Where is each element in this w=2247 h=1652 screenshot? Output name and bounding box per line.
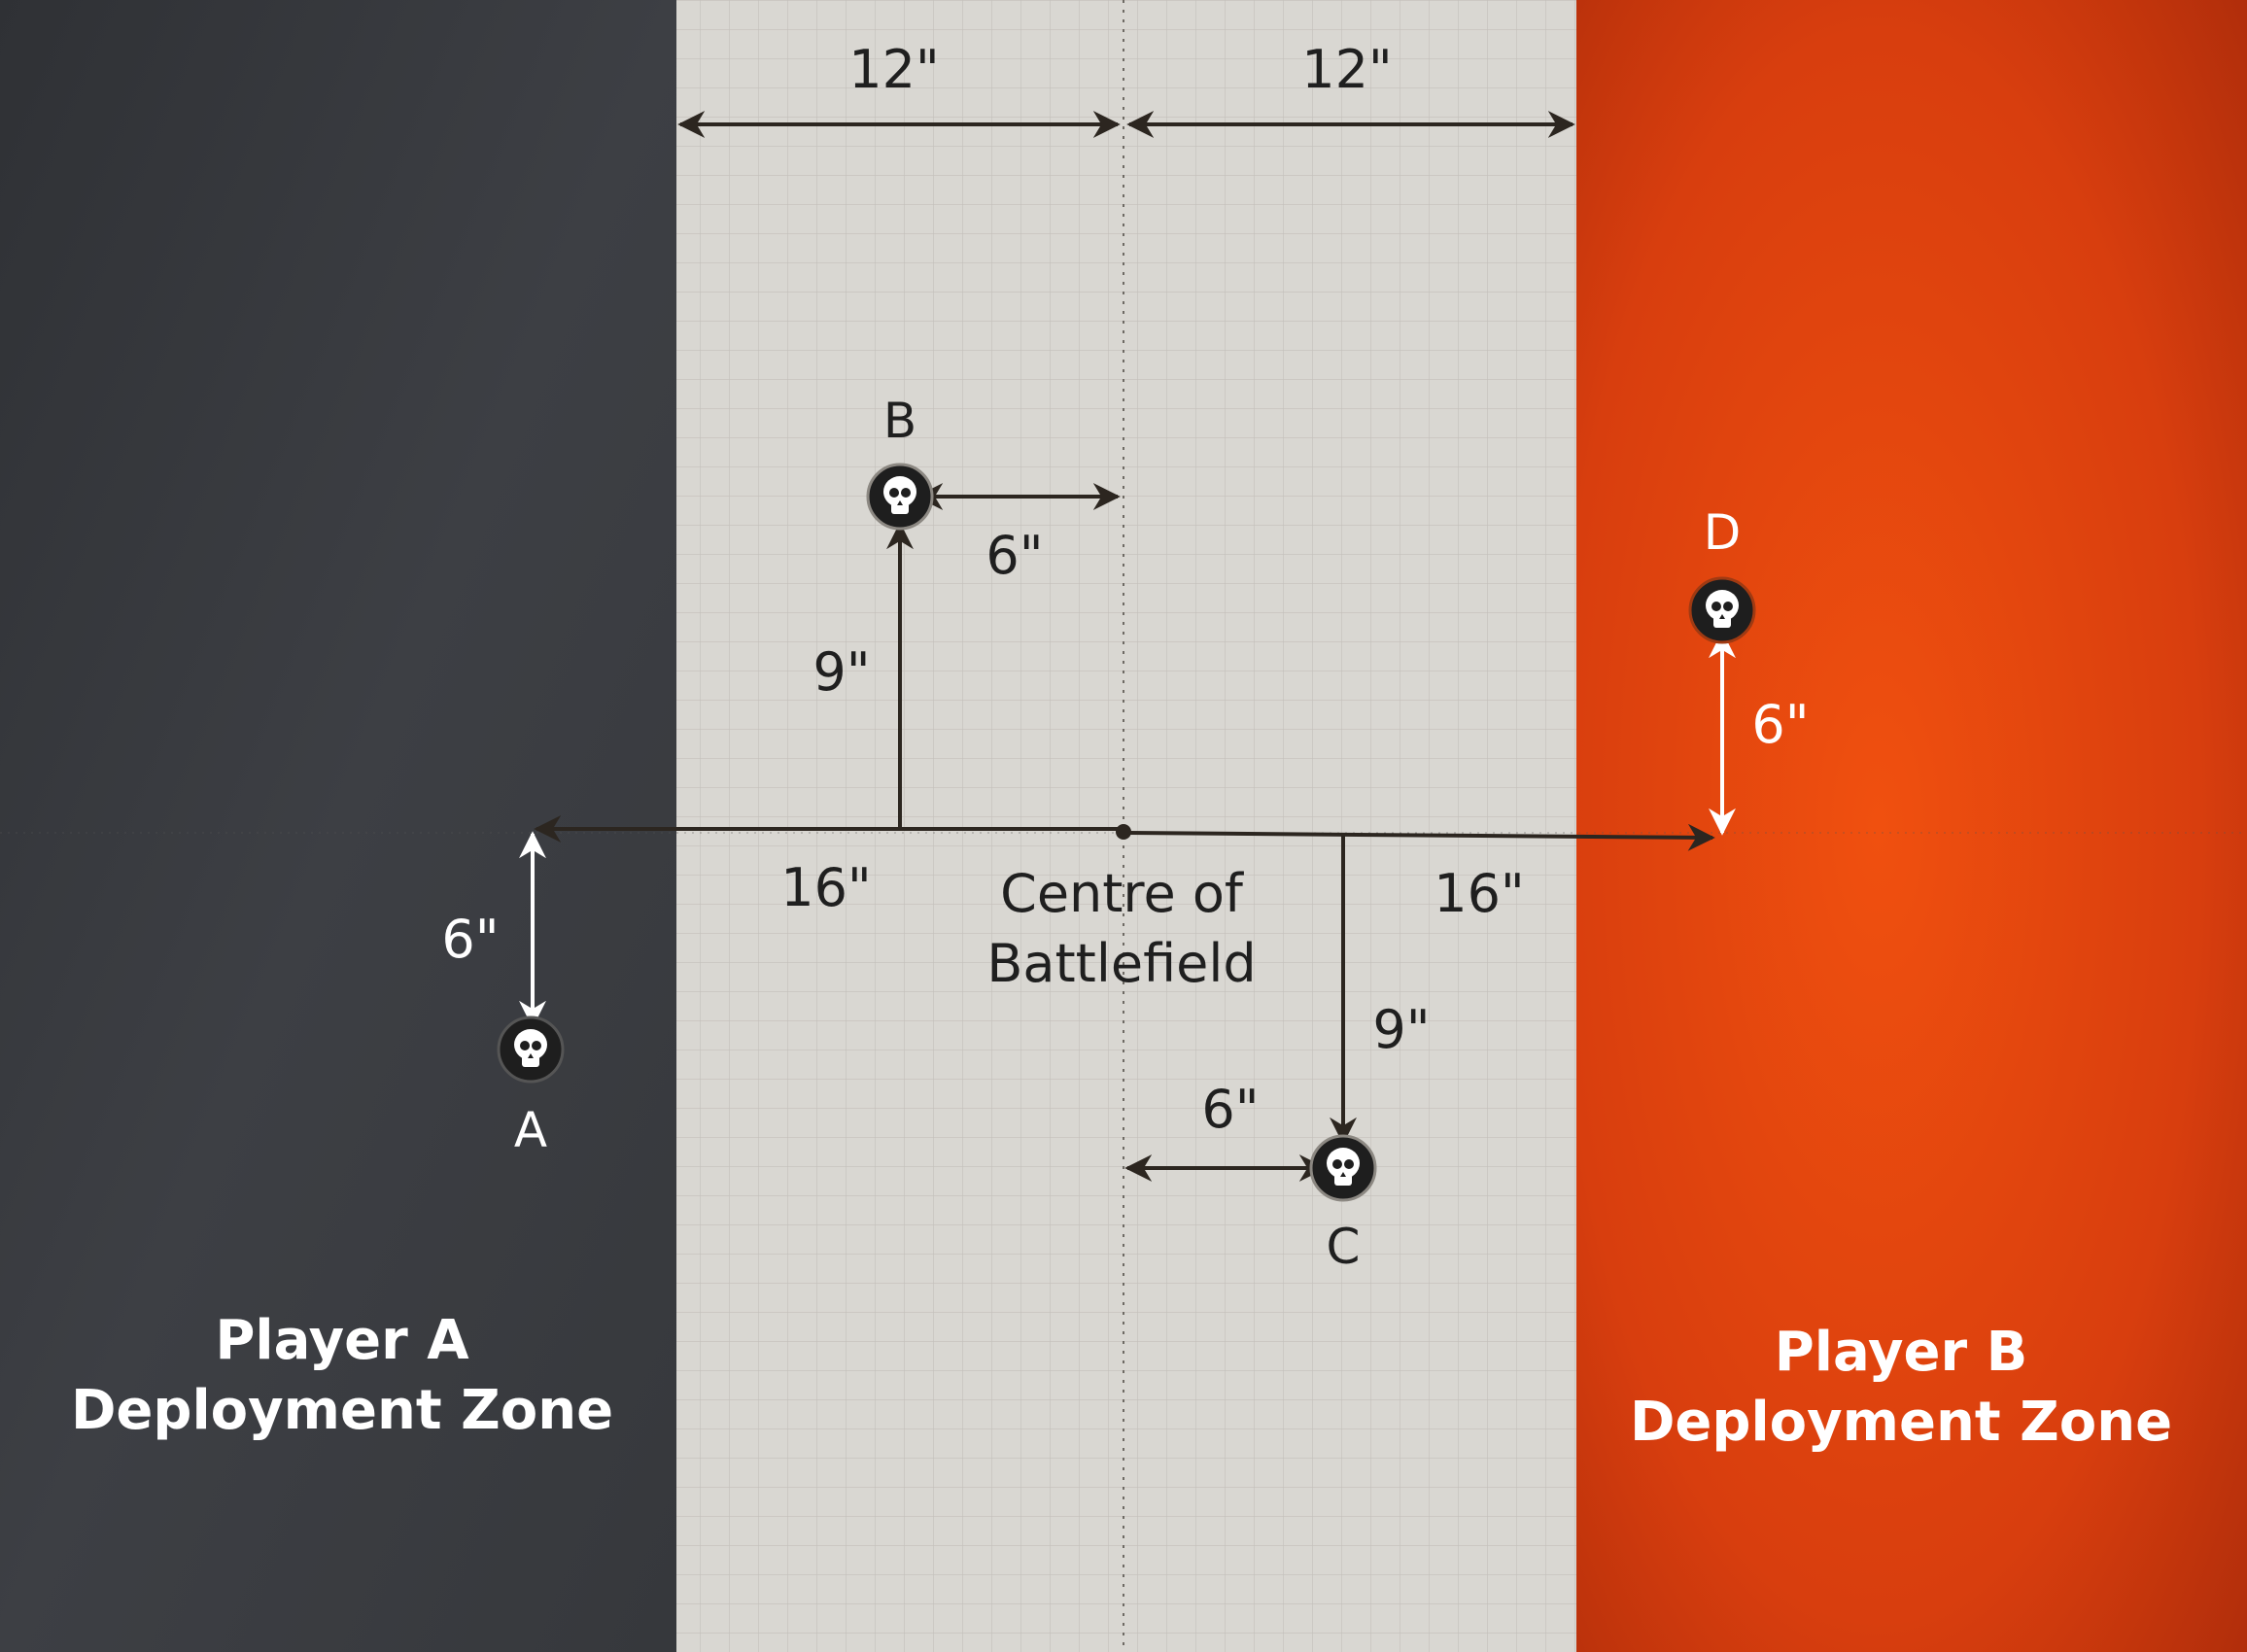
- objective-d: D: [1688, 504, 1756, 644]
- objective-b: B: [866, 393, 934, 531]
- player-a-zone-label-line2: Deployment Zone: [71, 1379, 613, 1442]
- skull-icon: [514, 1029, 547, 1067]
- label-b-horizontal-6: 6": [985, 525, 1043, 586]
- label-b-vertical-9: 9": [812, 641, 870, 703]
- label-a-vertical-6: 6": [441, 909, 499, 970]
- player-a-zone-label-line1: Player A: [215, 1309, 469, 1372]
- objective-b-label: B: [883, 393, 916, 449]
- label-top-left-12: 12": [848, 39, 940, 100]
- player-b-zone-label-line2: Deployment Zone: [1630, 1391, 2172, 1454]
- label-left-16: 16": [780, 857, 872, 918]
- skull-icon: [1706, 590, 1739, 628]
- label-d-vertical-6: 6": [1751, 694, 1809, 755]
- centre-label-line2: Battlefield: [986, 933, 1256, 994]
- player-b-zone-label-line1: Player B: [1775, 1321, 2028, 1384]
- skull-icon: [883, 476, 916, 514]
- label-top-right-12: 12": [1301, 39, 1393, 100]
- label-c-horizontal-6: 6": [1201, 1079, 1259, 1140]
- objective-c-label: C: [1327, 1219, 1361, 1275]
- skull-icon: [1327, 1148, 1360, 1186]
- objective-a: A: [497, 1015, 565, 1158]
- player-a-deployment-zone: [0, 0, 676, 1652]
- centre-point: [1116, 824, 1131, 840]
- label-c-vertical-9: 9": [1372, 999, 1430, 1060]
- label-right-16: 16": [1434, 863, 1525, 924]
- objective-d-label: D: [1704, 504, 1742, 561]
- objective-c: C: [1309, 1134, 1377, 1275]
- objective-a-label: A: [514, 1102, 547, 1158]
- arrow-right-16: [1128, 823, 1715, 851]
- centre-label-line1: Centre of: [1000, 863, 1245, 924]
